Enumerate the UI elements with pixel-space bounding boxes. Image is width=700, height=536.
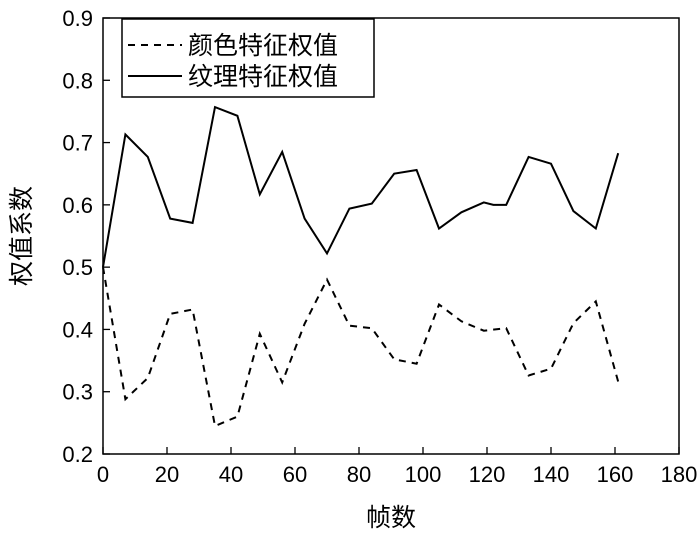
x-tick-label: 140 [533,462,570,487]
x-tick-label: 100 [405,462,442,487]
x-tick-label: 20 [155,462,179,487]
series-layer [102,105,620,428]
y-tick-label: 0.4 [62,317,93,342]
legend-label-color: 颜色特征权值 [188,32,338,60]
axis-ticks: 0 20 40 60 80 100 120 140 160 180 0.2 0.3 0.4 0.5 0.6 0… [62,6,697,487]
series-line-color-weight [102,266,620,428]
x-tick-label: 160 [597,462,634,487]
x-tick-label: 80 [347,462,371,487]
plot-frame [102,17,680,455]
x-tick-label: 0 [97,462,109,487]
x-tick-label: 180 [661,462,698,487]
legend-box [121,18,375,98]
y-axis-title: 权值系数 [8,186,36,286]
y-tick-label: 0.7 [62,131,93,156]
x-axis-title: 帧数 [366,504,416,532]
x-tick-label: 60 [283,462,307,487]
legend: 颜色特征权值 纹理特征权值 [121,18,375,98]
y-tick-label: 0.8 [62,68,93,93]
legend-label-texture: 纹理特征权值 [188,63,338,91]
x-tick-label: 40 [219,462,243,487]
x-tick-label: 120 [469,462,506,487]
y-tick-label: 0.2 [62,442,93,467]
y-tick-label: 0.9 [62,6,93,31]
y-tick-label: 0.6 [62,193,93,218]
series-line-texture-weight [102,105,620,268]
y-tick-label: 0.5 [62,255,93,280]
y-tick-label: 0.3 [62,380,93,405]
